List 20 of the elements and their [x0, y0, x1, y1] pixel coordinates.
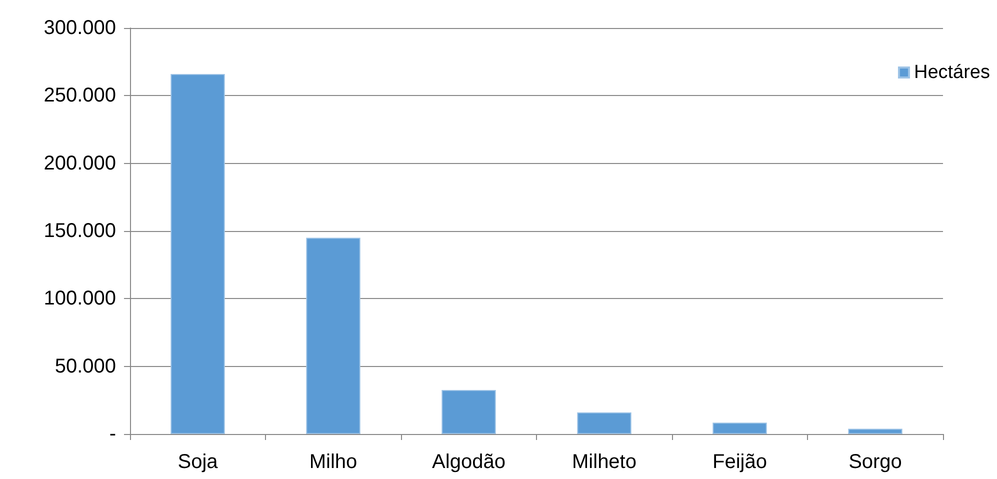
bar [577, 412, 632, 434]
x-tick-label: Milheto [572, 451, 636, 473]
x-tick-label: Milho [309, 451, 358, 473]
x-tick-label: Soja [178, 451, 219, 473]
bar [170, 74, 225, 434]
bar [712, 422, 767, 434]
y-tick-label: 300.000 [44, 17, 116, 39]
bar [306, 238, 360, 434]
y-tick-label: 50.000 [54, 355, 116, 378]
y-tick-label: 150.000 [44, 220, 116, 242]
y-tick-label: 200.000 [44, 152, 116, 174]
y-tick-label: 250.000 [44, 84, 116, 107]
x-tick-label: Feijão [712, 451, 767, 473]
y-tick-label: - [109, 423, 116, 445]
bar [442, 390, 496, 434]
x-tick-label: Sorgo [848, 451, 902, 473]
x-tick-label: Algodão [432, 451, 506, 473]
y-tick-label: 100.000 [44, 288, 116, 310]
legend-label: Hectáres [914, 62, 990, 83]
bar [848, 428, 902, 434]
